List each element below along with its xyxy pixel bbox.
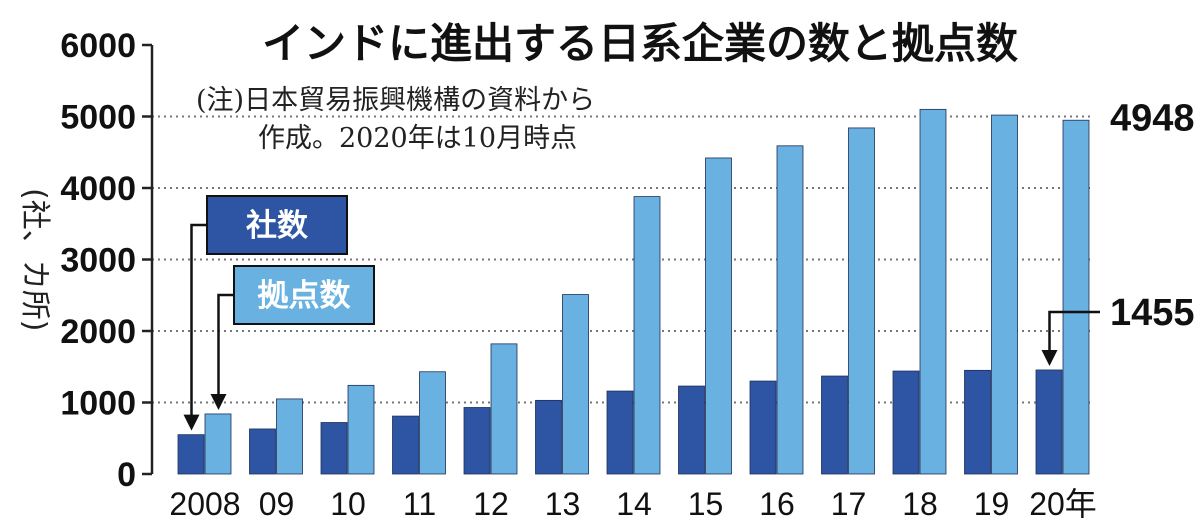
note-line-1: (注)日本貿易振興機構の資料から xyxy=(196,85,595,116)
bar-locations xyxy=(705,157,732,475)
bar-companies xyxy=(892,370,920,475)
bar-locations xyxy=(562,294,589,475)
legend-label-companies: 社数 xyxy=(246,208,308,244)
callouts: 4948 1455 xyxy=(1041,98,1195,366)
bar-locations xyxy=(347,384,375,475)
x-tick-label: 12 xyxy=(473,486,509,522)
chart-title: インドに進出する日系企業の数と拠点数 xyxy=(262,19,1018,68)
bar-locations xyxy=(991,114,1018,475)
bar-locations xyxy=(1062,119,1090,475)
bar-companies xyxy=(249,428,276,475)
bar-locations xyxy=(776,145,804,475)
bar-locations xyxy=(919,108,947,475)
bars xyxy=(177,108,1090,475)
x-tick-labels: 2008 09 10 11 12 13 14 15 16 17 18 19 20年 xyxy=(169,486,1096,522)
x-tick-label: 11 xyxy=(403,486,436,522)
bar-locations xyxy=(276,398,303,475)
y-tick-label: 5000 xyxy=(60,99,136,137)
bar-locations xyxy=(490,343,518,475)
y-tick-labels: 0 1000 2000 3000 4000 5000 6000 xyxy=(60,27,136,494)
y-axis-label: (社、カ所) xyxy=(17,188,52,331)
y-tick-label: 4000 xyxy=(60,170,136,208)
bar-companies xyxy=(749,380,777,475)
legend-arrow-line xyxy=(217,293,234,396)
bar-locations xyxy=(633,196,661,475)
bar-locations xyxy=(419,371,446,475)
callout-companies-value: 1455 xyxy=(1110,292,1195,334)
legend-arrow-head xyxy=(183,414,200,431)
x-tick-label: 10 xyxy=(330,486,366,522)
x-tick-label: 14 xyxy=(616,486,652,522)
bar-companies xyxy=(678,385,705,475)
x-tick-label: 16 xyxy=(759,486,795,522)
legend-arrow-head xyxy=(210,393,227,410)
x-tick-label: 19 xyxy=(974,486,1010,522)
bar-companies xyxy=(463,407,491,475)
x-tick-label: 18 xyxy=(902,486,938,522)
bar-companies xyxy=(964,369,991,475)
note-line-2: 作成。2020年は10月時点 xyxy=(258,123,577,154)
bar-companies xyxy=(1035,369,1063,475)
y-tick-label: 2000 xyxy=(60,313,136,351)
y-tick-label: 0 xyxy=(117,456,136,494)
x-tick-label: 13 xyxy=(545,486,581,522)
x-tick-label: 09 xyxy=(259,486,295,522)
legend-arrow-line xyxy=(190,223,207,417)
bar-locations xyxy=(848,127,875,475)
callout-arrow-line xyxy=(1048,310,1100,352)
callout-locations-value: 4948 xyxy=(1110,98,1195,140)
y-tick-label: 6000 xyxy=(60,27,136,65)
callout-arrow-head xyxy=(1041,349,1058,366)
bar-companies xyxy=(392,415,419,475)
x-tick-label: 17 xyxy=(831,486,867,522)
axes xyxy=(142,43,154,476)
bar-companies xyxy=(821,375,848,475)
bar-companies xyxy=(535,399,562,475)
y-tick-label: 3000 xyxy=(60,242,136,280)
y-tick-label: 1000 xyxy=(60,385,136,423)
legend-label-locations: 拠点数 xyxy=(258,278,351,314)
legend-box-companies xyxy=(206,195,348,255)
x-tick-label: 2008 xyxy=(169,486,240,522)
bar-companies xyxy=(177,434,205,475)
bar-companies xyxy=(320,422,348,475)
bar-companies xyxy=(606,390,634,475)
gridlines xyxy=(152,115,1092,404)
x-tick-label: 15 xyxy=(688,486,724,522)
bar-locations xyxy=(204,413,232,475)
x-tick-label: 20年 xyxy=(1029,486,1097,522)
